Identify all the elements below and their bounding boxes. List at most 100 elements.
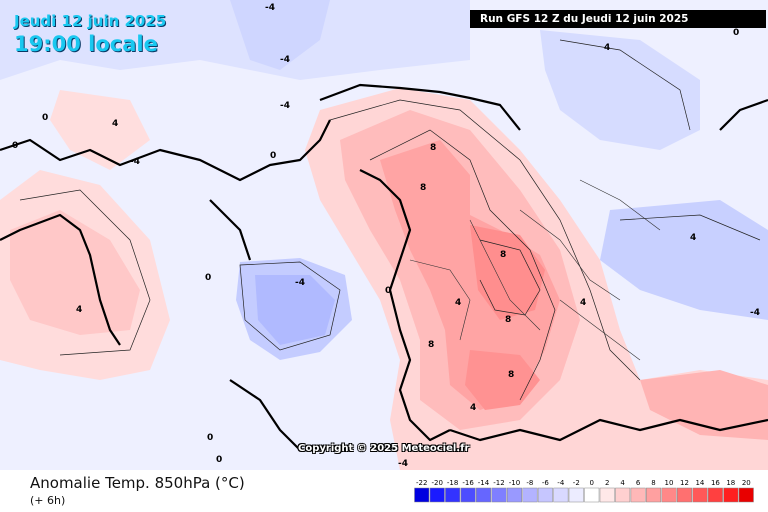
isoline-value-label: 4 — [76, 305, 82, 315]
isotherm-atlantic-minus4 — [239, 261, 341, 351]
coastline-siberia — [719, 98, 768, 131]
legend-color-swatch — [646, 487, 662, 503]
isotherm-russia-minus4 — [619, 214, 761, 241]
legend-color-swatch — [661, 487, 677, 503]
legend-color-swatch — [491, 487, 507, 503]
isoline-labels: -4 -4 -4 0 0 4 0 -4 8 8 8 8 8 4 4 4 0 0 -4 -4 4 0 4 8 4 0 0 -4 — [12, 3, 760, 469]
forecast-date: Jeudi 12 juin 2025 — [14, 12, 167, 30]
legend-color-swatch — [506, 487, 522, 503]
isoline-value-label: 8 — [508, 370, 514, 380]
isotherm-west-4 — [19, 189, 151, 356]
isoline-value-label: 0 — [216, 455, 222, 465]
color-scale-legend: -22 -20 -18 -16 -14 -12 -10 -8 -6 -4 -2 0 2 4 6 8 10 12 14… — [414, 479, 754, 503]
border-germany — [469, 219, 541, 331]
legend-color-swatch — [584, 487, 600, 503]
legend-color-swatch — [568, 487, 584, 503]
isoline-value-label: 0 — [42, 113, 48, 123]
copyright-notice: Copyright © 2025 Meteociel.fr — [298, 443, 470, 454]
legend-label: 4 — [620, 479, 625, 487]
cold-anomaly-atlantic-core — [255, 275, 335, 345]
isoline-value-label: -4 — [280, 55, 290, 65]
coastline-atlantic-south — [229, 379, 301, 451]
country-borders — [409, 179, 661, 361]
isoline-value-label: 0 — [733, 28, 739, 38]
legend-color-swatch — [460, 487, 476, 503]
isoline-value-label: -4 — [295, 278, 305, 288]
legend-color-swatch — [707, 487, 723, 503]
cold-anomaly-russia — [600, 200, 768, 320]
border-france — [409, 259, 471, 341]
legend-label: 6 — [636, 479, 641, 487]
forecast-offset: (+ 6h) — [30, 494, 66, 507]
legend-label: 12 — [680, 479, 689, 487]
isoline-value-label: 4 — [112, 119, 118, 129]
isoline-value-label: 4 — [470, 403, 476, 413]
legend-color-swatch — [522, 487, 538, 503]
isotherm-4 — [329, 99, 641, 381]
legend-label: -18 — [447, 479, 458, 487]
coastlines — [0, 83, 768, 451]
isoline-value-label: 0 — [270, 151, 276, 161]
isoline-value-label: 8 — [428, 340, 434, 350]
isoline-value-label: -4 — [750, 308, 760, 318]
legend-color-swatch — [553, 487, 569, 503]
legend-label: -2 — [573, 479, 580, 487]
legend-color-swatch — [414, 487, 430, 503]
isoline-value-label: 8 — [500, 250, 506, 260]
legend-color-swatch — [537, 487, 553, 503]
cold-anomaly-arctic — [0, 0, 470, 80]
warm-anomaly-europe-core — [380, 140, 560, 410]
legend-label: 2 — [605, 479, 609, 487]
coastline-north-america — [0, 213, 121, 346]
isoline-value-label: 4 — [690, 233, 696, 243]
map-title: Anomalie Temp. 850hPa (°C) — [30, 474, 245, 492]
border-balkans — [559, 299, 641, 361]
isotherm-north-0 — [559, 39, 691, 131]
forecast-local-time: 19:00 locale — [14, 32, 158, 56]
legend-color-swatch — [723, 487, 739, 503]
legend-color-swatch — [599, 487, 615, 503]
isoline-value-label: -4 — [130, 157, 140, 167]
legend-label: -20 — [431, 479, 442, 487]
cold-anomaly-scandinavia — [540, 30, 700, 150]
legend-label: -14 — [478, 479, 490, 487]
cold-anomaly-north — [230, 0, 330, 70]
warm-anomaly-greenland — [50, 90, 150, 170]
legend-label: -10 — [509, 479, 520, 487]
coastline-arctic — [319, 83, 521, 131]
isoline-value-label: 4 — [580, 298, 586, 308]
border-baltic — [579, 179, 661, 231]
legend-color-swatch — [476, 487, 492, 503]
warm-anomaly-italy — [465, 350, 540, 410]
legend-label: 10 — [665, 479, 674, 487]
coastline-labrador — [209, 199, 252, 261]
legend-label: -4 — [557, 479, 565, 487]
legend-label: 20 — [742, 479, 751, 487]
legend-label: -12 — [493, 479, 504, 487]
legend-label: -8 — [526, 479, 533, 487]
isoline-value-label: 4 — [455, 298, 461, 308]
coastline-mediterranean — [449, 418, 768, 442]
legend-label: 16 — [711, 479, 720, 487]
legend-color-swatch — [445, 487, 461, 503]
legend-label: -6 — [542, 479, 550, 487]
coastline-greenland — [0, 119, 331, 182]
temperature-anomaly-map: -4 -4 -4 0 0 4 0 -4 8 8 8 8 8 4 4 4 0 0 -4 -4 4 0 4 8 4 0 0 -4 — [0, 0, 768, 470]
isoline-value-label: 8 — [420, 183, 426, 193]
coastline-west-europe — [359, 169, 451, 442]
isoline-value-label: 4 — [604, 43, 610, 53]
warm-anomaly-germany — [470, 225, 545, 320]
warm-anomaly-west-core — [10, 210, 140, 335]
warm-anomaly-middle-east — [640, 370, 768, 440]
legend-color-swatch — [676, 487, 692, 503]
isoline-value-label: 0 — [385, 286, 391, 296]
isoline-value-label: -4 — [398, 459, 408, 469]
legend-label: -22 — [416, 479, 427, 487]
isotherm-8 — [369, 129, 556, 401]
legend-color-swatch — [615, 487, 631, 503]
isoline-value-label: 0 — [205, 273, 211, 283]
isoline-value-label: 8 — [505, 315, 511, 325]
isoline-value-label: -4 — [265, 3, 275, 13]
legend-color-swatch — [429, 487, 445, 503]
isoline-value-label: -4 — [280, 101, 290, 111]
